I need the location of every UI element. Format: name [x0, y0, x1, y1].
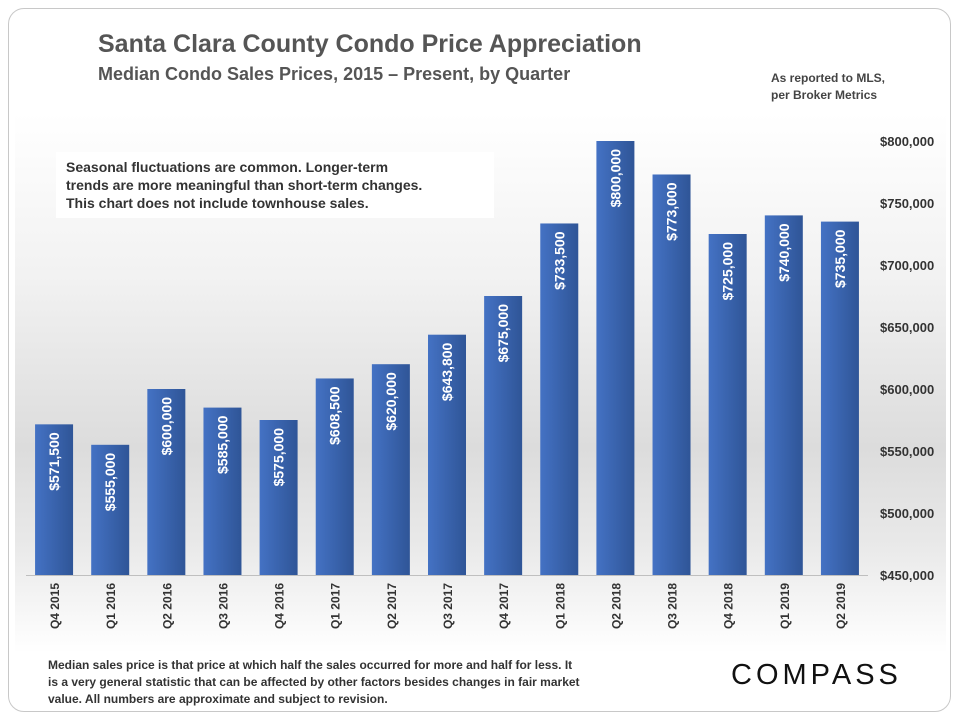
x-tick-label: Q1 2018: [553, 583, 567, 629]
bar-q1-2017: [315, 378, 354, 575]
bar-q3-2017: [428, 334, 466, 575]
x-tick-label: Q3 2017: [441, 583, 455, 629]
bar-q2-2016: [147, 389, 186, 575]
chart-subtitle: Median Condo Sales Prices, 2015 – Presen…: [98, 64, 571, 84]
bar-q1-2018: [540, 223, 579, 575]
x-tick-label: Q4 2018: [722, 583, 736, 629]
x-tick-label: Q4 2017: [497, 583, 511, 629]
bar-q3-2016: [203, 407, 242, 575]
x-tick-label: Q2 2017: [385, 583, 399, 629]
y-tick-label: $450,000: [880, 568, 934, 583]
footnote-line-1: Median sales price is that price at whic…: [48, 658, 573, 672]
data-label: $800,000: [607, 149, 623, 208]
bar-q4-2018: [708, 234, 747, 575]
data-label: $735,000: [832, 229, 848, 288]
data-label: $555,000: [102, 453, 118, 512]
data-label: $620,000: [383, 372, 399, 431]
y-tick-label: $750,000: [880, 196, 934, 211]
y-tick-label: $650,000: [880, 320, 934, 335]
x-tick-label: Q4 2015: [48, 583, 62, 629]
source-line-2: per Broker Metrics: [771, 88, 878, 102]
data-label: $571,500: [46, 432, 62, 491]
note-line-2: trends are more meaningful than short-te…: [66, 177, 423, 193]
bar-q1-2019: [764, 215, 803, 575]
note-line-3: This chart does not include townhouse sa…: [66, 195, 369, 211]
x-tick-label: Q1 2017: [329, 583, 343, 629]
data-label: $675,000: [495, 304, 511, 363]
bar-q1-2016: [91, 444, 130, 575]
y-tick-label: $500,000: [880, 506, 934, 521]
y-tick-label: $700,000: [880, 258, 934, 273]
data-label: $740,000: [776, 223, 792, 282]
seasonal-note-box: Seasonal fluctuations are common. Longer…: [56, 152, 494, 218]
data-label: $585,000: [214, 415, 230, 474]
chart-title: Santa Clara County Condo Price Appreciat…: [98, 30, 642, 58]
bar-q3-2018: [652, 174, 691, 576]
data-label: $773,000: [664, 182, 680, 241]
x-tick-label: Q1 2016: [104, 583, 118, 629]
data-label: $600,000: [158, 397, 174, 456]
bar-q2-2018: [596, 141, 635, 575]
x-tick-label: Q3 2018: [666, 583, 680, 629]
source-line-1: As reported to MLS,: [771, 71, 886, 85]
note-line-1: Seasonal fluctuations are common. Longer…: [66, 159, 389, 175]
data-label: $733,500: [551, 231, 567, 290]
footnote-line-2: is a very general statistic that can be …: [48, 675, 580, 689]
bar-q4-2016: [259, 420, 298, 575]
x-tick-label: Q1 2019: [778, 583, 792, 629]
bar-q2-2019: [820, 221, 859, 575]
y-tick-label: $800,000: [880, 134, 934, 149]
x-tick-label: Q2 2016: [160, 583, 174, 629]
data-label: $725,000: [720, 242, 736, 301]
bar-q4-2015: [35, 424, 74, 575]
footnote-line-3: value. All numbers are approximate and s…: [48, 692, 388, 706]
y-tick-label: $600,000: [880, 382, 934, 397]
bar-q4-2017: [484, 296, 523, 575]
data-label: $608,500: [327, 386, 343, 445]
data-label: $575,000: [271, 428, 287, 487]
x-tick-label: Q2 2019: [834, 583, 848, 629]
bar-q2-2017: [371, 364, 410, 575]
footnote: Median sales price is that price at whic…: [48, 657, 648, 708]
x-tick-label: Q3 2016: [216, 583, 230, 629]
compass-logo: COMPASS: [731, 659, 902, 691]
y-tick-label: $550,000: [880, 444, 934, 459]
x-tick-label: Q2 2018: [609, 583, 623, 629]
data-label: $643,800: [439, 342, 455, 401]
x-tick-label: Q4 2016: [273, 583, 287, 629]
source-note: As reported to MLS, per Broker Metrics: [771, 70, 921, 104]
